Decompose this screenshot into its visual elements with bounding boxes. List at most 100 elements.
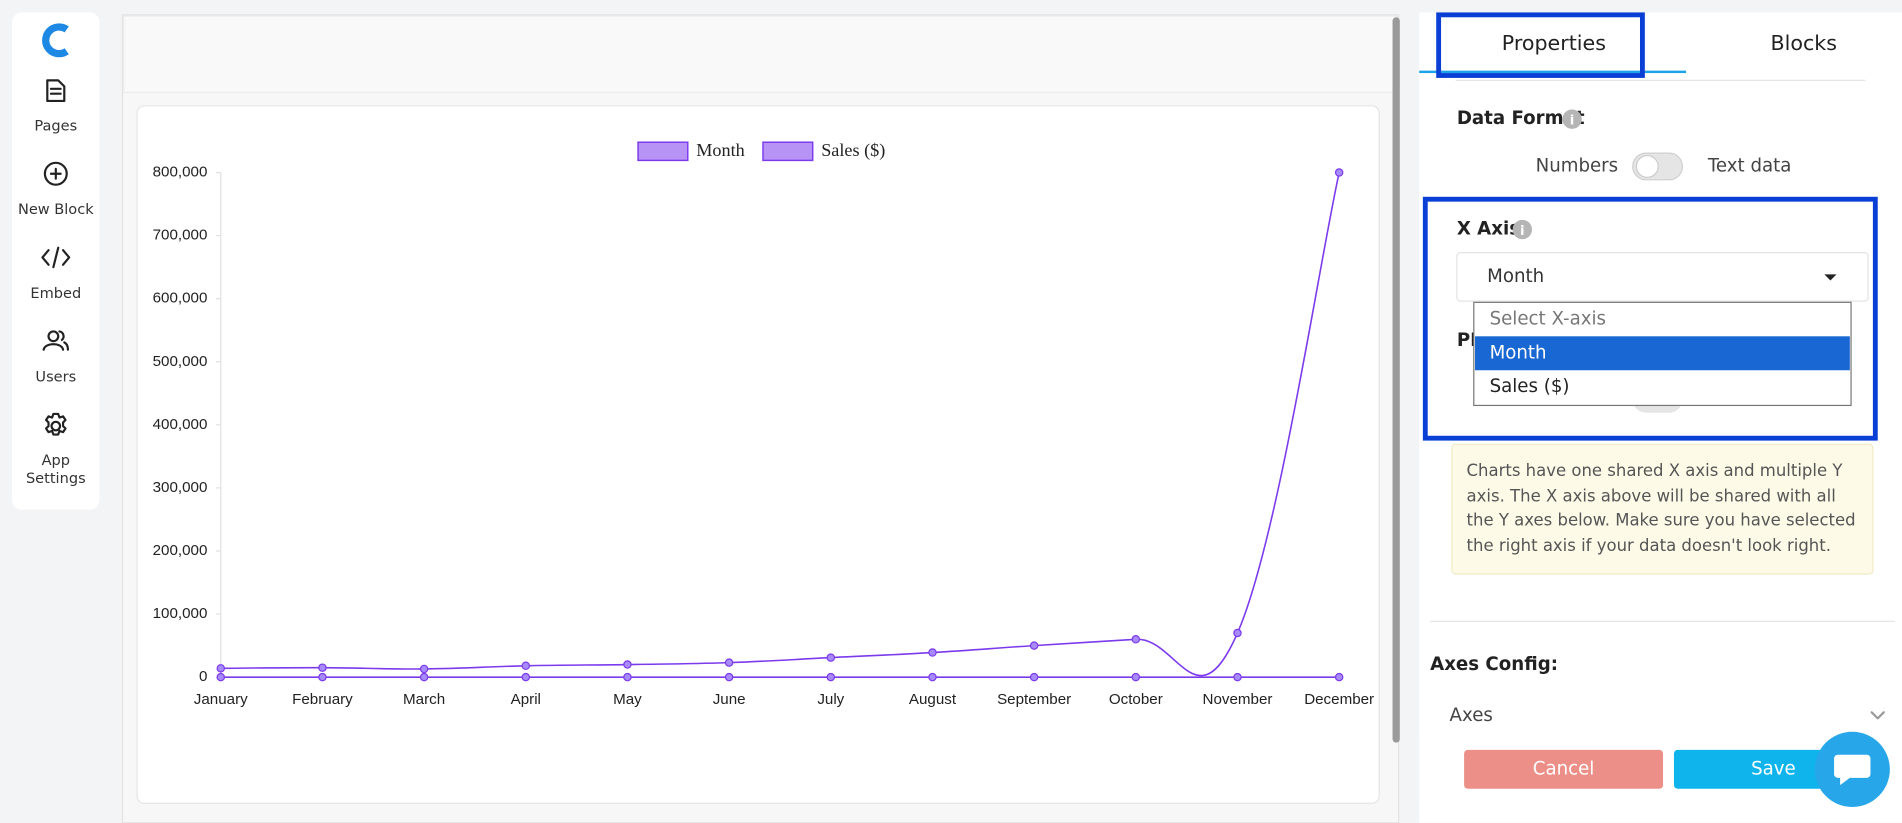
toggle-label: Text data (1707, 155, 1792, 176)
option-highlight (1475, 336, 1850, 371)
nav-embed[interactable]: Embed (30, 246, 81, 302)
legend-swatch (637, 141, 689, 162)
y-tick-label: 600,000 (153, 290, 208, 307)
y-tick-label: 200,000 (153, 542, 208, 559)
x-axis-select[interactable] (1456, 251, 1869, 302)
legend-swatch (762, 141, 814, 162)
x-tick-label: January (194, 691, 248, 708)
settings-icon (50, 420, 62, 432)
x-tick-label: September (997, 691, 1071, 708)
chart-card[interactable] (136, 105, 1380, 804)
nav-label: App Settings (25, 451, 86, 487)
logo[interactable] (42, 23, 69, 58)
chart: 0 100,000 200,000 300,000 400,000 500,000 600,… (153, 140, 1374, 708)
nav-users[interactable]: Users (35, 330, 76, 386)
highlight (1436, 12, 1645, 78)
legend-label: Sales ($) (821, 140, 885, 161)
data-point (724, 672, 734, 682)
data-point (928, 672, 937, 682)
data-point (521, 672, 531, 682)
accordion-title[interactable]: Axes (1450, 705, 1493, 726)
dropdown-option[interactable]: Sales ($) (1490, 376, 1570, 397)
x-tick-label: February (292, 691, 353, 708)
nav-label-box: App Settings (25, 451, 86, 487)
info-icon[interactable] (1562, 109, 1582, 129)
y-tick-label: 100,000 (153, 605, 208, 622)
cancel-button[interactable] (1464, 749, 1664, 789)
data-point (826, 672, 836, 682)
nav-label: Users (35, 369, 76, 386)
y-tick-label: 300,000 (153, 479, 208, 496)
y-tick-label: 0 (199, 668, 207, 685)
data-point (623, 660, 632, 669)
dropdown-option[interactable]: Month (1490, 342, 1547, 363)
data-point (1131, 635, 1141, 644)
x-tick-label: November (1203, 691, 1273, 708)
tab[interactable]: Properties (1502, 31, 1606, 55)
tab-underline (1419, 70, 1687, 74)
properties-panel (1419, 12, 1902, 823)
data-point (1233, 672, 1242, 682)
caret (1824, 274, 1837, 281)
data-point (724, 658, 734, 667)
x-tick-label: December (1304, 691, 1374, 708)
data-point (928, 648, 937, 657)
x-tick-label: March (403, 691, 445, 708)
data-point (623, 672, 632, 682)
nav-new-block[interactable]: New Block (18, 161, 94, 218)
data-point (419, 672, 429, 682)
nav-label: Pages (34, 117, 77, 134)
data-point (1029, 641, 1039, 650)
nav-label: Embed (30, 285, 81, 302)
note-box (1451, 443, 1874, 575)
button-label: Cancel (1533, 758, 1595, 779)
data-point (318, 672, 327, 682)
y-tick-label: 700,000 (153, 227, 208, 244)
data-point (216, 672, 226, 682)
data-point (216, 664, 226, 673)
y-tick-label: 400,000 (153, 416, 208, 433)
new-block-icon (43, 161, 68, 186)
note-box-text: Charts have one shared X axis and multip… (1466, 461, 1856, 556)
x-tick-label: July (817, 691, 844, 708)
chevron (1870, 711, 1885, 720)
dropdown-option[interactable]: Select X-axis (1490, 308, 1606, 329)
toggle-knob (1635, 154, 1659, 178)
embed-icon (41, 246, 71, 269)
plus (49, 167, 62, 180)
field-label: X Axis (1457, 219, 1520, 240)
nav-label: New Block (18, 201, 94, 218)
y-tick-label: 500,000 (153, 353, 208, 370)
users-icon (47, 330, 60, 343)
x-tick-label: October (1109, 691, 1163, 708)
tab[interactable]: Blocks (1771, 31, 1837, 55)
gear (45, 412, 67, 436)
data-point (419, 664, 429, 674)
scrollbar[interactable] (1392, 17, 1400, 743)
y-tick-label: 800,000 (153, 164, 208, 181)
highlight (1422, 196, 1878, 441)
pages-icon (46, 79, 66, 103)
data-point (1131, 672, 1141, 682)
nav-pages[interactable]: Pages (34, 79, 77, 134)
section-title: Axes Config: (1430, 654, 1558, 675)
button-label: Save (1751, 758, 1796, 779)
legend-label: Month (696, 140, 745, 160)
x-tick-label: June (713, 691, 746, 708)
note: Charts have one shared X axis and multip… (1466, 461, 1856, 556)
data-point (1233, 628, 1242, 638)
canvas-header (123, 15, 1398, 94)
field-label: Data Format (1457, 108, 1585, 129)
select-value: Month (1487, 266, 1544, 287)
data-point (1334, 672, 1344, 682)
x-tick-label: May (613, 691, 642, 708)
data-point (521, 661, 531, 671)
data-point (318, 663, 327, 672)
info-icon[interactable] (1512, 219, 1533, 240)
data-point (826, 653, 836, 662)
toggle-label: Numbers (1536, 155, 1619, 176)
info-icon-glyph: i (1520, 224, 1525, 239)
nav-settings[interactable]: App Settings (17, 412, 95, 493)
